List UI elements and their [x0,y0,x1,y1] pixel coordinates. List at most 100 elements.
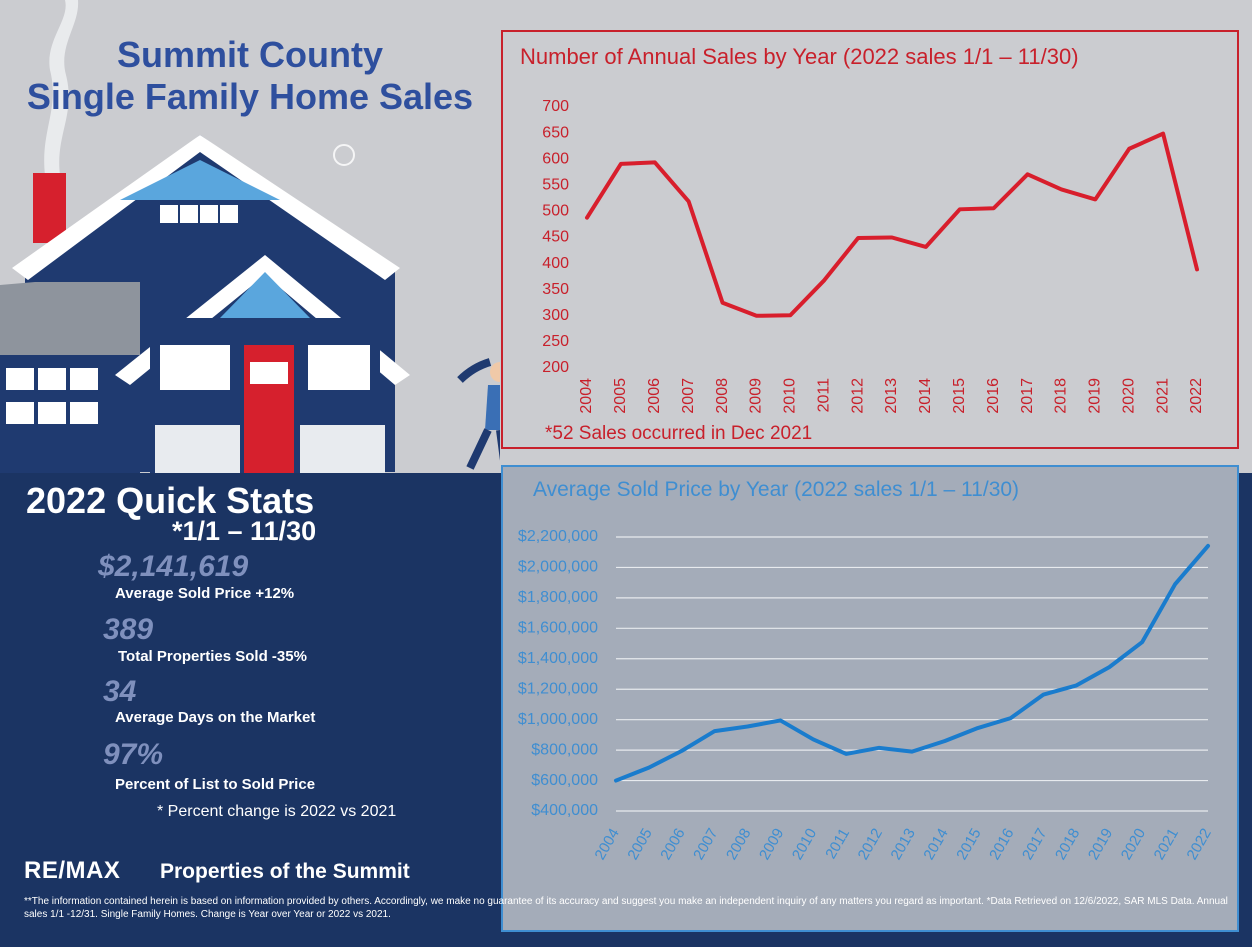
sales-x-tick-label: 2007 [680,378,697,414]
house-illustration [0,0,500,473]
price-data-point [1140,640,1144,644]
sales-data-point [1059,187,1063,191]
disclaimer: **The information contained herein is ba… [24,896,1228,920]
sales-x-tick-label: 2015 [951,378,968,414]
price-data-point [713,729,717,733]
price-data-point [910,750,914,754]
price-x-tick-label: 2013 [887,825,918,862]
price-data-point [1107,665,1111,669]
stat-value-total-sold: 389 [103,613,154,646]
quick-stats-title: 2022 Quick Stats [26,480,315,521]
price-x-tick-label: 2022 [1183,825,1214,862]
sales-data-point [958,207,962,211]
price-data-point [680,749,684,753]
price-x-tick-label: 2004 [591,825,622,862]
sales-x-tick-label: 2014 [917,378,934,414]
sales-x-tick-label: 2020 [1120,378,1137,414]
sales-data-point [721,301,725,305]
sales-x-tick-label: 2012 [849,378,866,414]
price-x-tick-label: 2016 [986,825,1017,862]
price-x-tick-label: 2017 [1019,825,1050,862]
sales-data-point [1195,267,1199,271]
price-x-tick-label: 2008 [723,825,754,862]
price-x-tick-label: 2009 [756,825,787,862]
sales-data-point [890,236,894,239]
price-data-point [1074,683,1078,687]
sales-data-point [653,160,657,164]
price-data-point [614,779,618,783]
sales-data-point [992,206,996,210]
price-y-tick-label: $1,600,000 [518,620,598,637]
price-x-tick-label: 2006 [657,825,688,862]
price-x-tick-label: 2010 [789,825,820,862]
sales-data-point [822,278,826,282]
sales-chart-frame [501,30,1239,449]
price-y-tick-label: $2,000,000 [518,559,598,576]
stat-label-days-market: Average Days on the Market [115,709,316,726]
price-y-tick-label: $800,000 [531,741,598,758]
stat-label-total-sold: Total Properties Sold -35% [118,648,307,665]
sales-data-point [585,216,589,220]
sales-y-tick-label: 450 [542,229,569,246]
price-data-point [1173,582,1177,586]
sales-x-tick-label: 2010 [782,378,799,414]
remax-logo: RE/MAX [24,857,121,884]
sales-x-tick-label: 2013 [883,378,900,414]
price-data-point [844,752,848,756]
price-y-tick-label: $600,000 [531,772,598,789]
stat-value-avg-price: $2,141,619 [98,550,249,583]
price-y-tick-label: $2,200,000 [518,528,598,545]
price-y-tick-label: $400,000 [531,802,598,819]
sales-y-tick-label: 300 [542,307,569,324]
price-y-tick-label: $1,800,000 [518,589,598,606]
sales-data-point [754,314,758,318]
sales-data-point [687,199,691,203]
sales-data-point [619,162,623,166]
stat-label-avg-price: Average Sold Price +12% [115,585,295,602]
stat-value-days-market: 34 [103,675,137,708]
sales-x-tick-label: 2017 [1019,378,1036,414]
price-chart-title: Average Sold Price by Year (2022 sales 1… [533,478,1020,501]
price-x-tick-label: 2007 [690,825,721,862]
title-line-1: Summit County [117,34,383,75]
price-data-point [1206,544,1210,548]
sales-x-tick-label: 2022 [1188,378,1205,414]
sales-x-tick-label: 2011 [815,378,832,413]
price-data-point [943,739,947,743]
brand-name: Properties of the Summit [160,860,410,883]
price-x-tick-label: 2018 [1052,825,1083,862]
sales-data-point [856,236,860,240]
price-chart-frame [501,465,1239,932]
sales-x-tick-label: 2021 [1154,378,1171,414]
sales-data-point [788,313,792,317]
price-data-point [976,726,980,730]
price-series-line [614,543,1210,783]
sales-y-tick-label: 200 [542,359,569,376]
sales-y-tick-label: 350 [542,281,569,298]
sales-data-point [1093,197,1097,201]
price-y-tick-label: $1,200,000 [518,680,598,697]
price-x-tick-label: 2012 [855,825,886,862]
sales-x-tick-label: 2006 [646,378,663,414]
price-x-tick-label: 2005 [624,825,655,862]
quick-stats-subtitle: *1/1 – 11/30 [172,516,317,546]
sales-x-tick-label: 2005 [612,378,629,414]
sales-data-point [1161,132,1165,136]
sales-y-tick-label: 400 [542,255,569,272]
sales-y-tick-label: 550 [542,177,569,194]
sales-data-point [1026,172,1030,176]
sales-y-tick-label: 700 [542,98,569,115]
sales-chart-title: Number of Annual Sales by Year (2022 sal… [520,44,1079,69]
sales-x-tick-label: 2009 [748,378,765,414]
price-data-point [746,725,750,729]
sales-data-point [924,245,928,249]
price-x-tick-label: 2015 [953,825,984,862]
sales-y-tick-label: 250 [542,333,569,350]
percent-change-note: * Percent change is 2022 vs 2021 [157,803,397,820]
price-data-point [1009,716,1013,720]
sales-chart-note: *52 Sales occurred in Dec 2021 [545,423,813,444]
price-data-point [647,766,651,770]
sales-x-tick-label: 2018 [1053,378,1070,414]
